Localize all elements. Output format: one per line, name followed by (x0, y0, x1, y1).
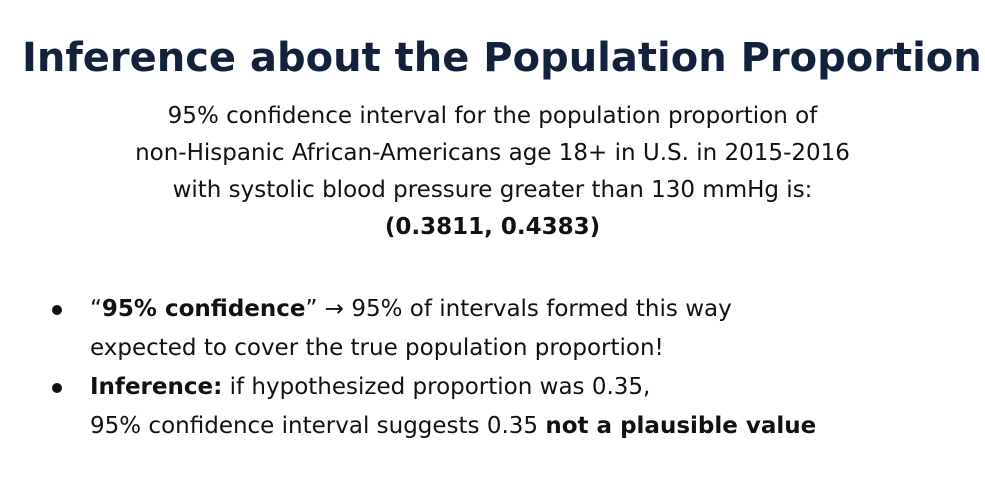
slide-title: Inference about the Population Proportio… (22, 35, 982, 81)
bullet-1-bold-term: 95% confidence (101, 296, 306, 322)
bullet-1-close-quote: ” (305, 296, 318, 322)
bullet-2-text: if hypothesized proportion was 0.35, (222, 374, 651, 400)
bullet-2-line-2-text: 95% confidence interval suggests 0.35 (90, 413, 546, 439)
statement-line-1: 95% confidence interval for the populati… (167, 103, 818, 129)
bullet-2-line-1: Inference: if hypothesized proportion wa… (90, 368, 960, 407)
bullet-2-line-2-bold: not a plausible value (545, 413, 817, 439)
bullet-2-line-2: 95% confidence interval suggests 0.35 no… (90, 407, 960, 446)
bullet-inference: Inference: if hypothesized proportion wa… (40, 368, 960, 446)
statement-line-3: with systolic blood pressure greater tha… (172, 177, 813, 203)
bullet-1-open-quote: “ (90, 296, 102, 322)
bullet-confidence-meaning: “95% confidence” → 95% of intervals form… (40, 290, 960, 368)
bullet-2-bold-term: Inference: (90, 374, 223, 400)
bullet-1-text: → 95% of intervals formed this way (317, 296, 732, 322)
confidence-interval-statement: 95% confidence interval for the populati… (0, 98, 985, 246)
bullet-1-line-1: “95% confidence” → 95% of intervals form… (90, 290, 960, 329)
statement-line-2: non-Hispanic African-Americans age 18+ i… (135, 140, 850, 166)
bullet-1-line-2: expected to cover the true population pr… (90, 335, 664, 361)
bullet-dot-icon (52, 383, 62, 393)
bullet-list: “95% confidence” → 95% of intervals form… (40, 290, 960, 446)
bullet-dot-icon (52, 305, 62, 315)
confidence-interval-value: (0.3811, 0.4383) (384, 214, 601, 240)
